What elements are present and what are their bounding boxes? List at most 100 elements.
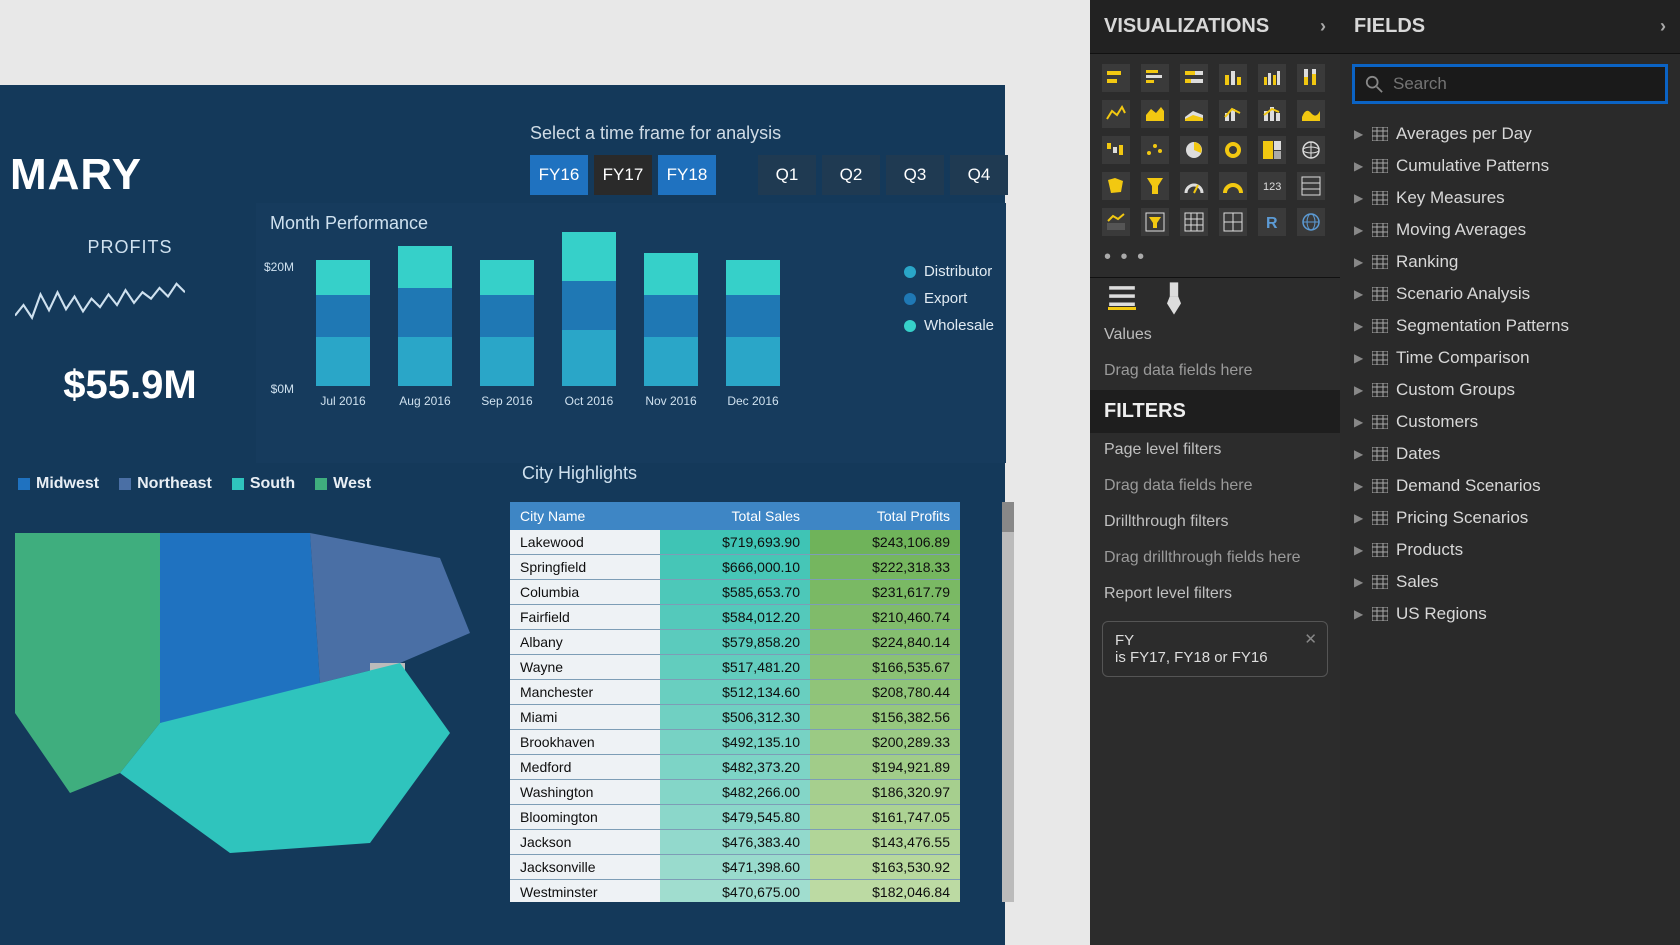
- search-input[interactable]: [1393, 74, 1655, 94]
- page-filters-dropzone[interactable]: Drag data fields here: [1090, 467, 1340, 505]
- field-table-item[interactable]: ▶Dates: [1350, 438, 1670, 470]
- viz-stacked100-bar-icon[interactable]: [1180, 64, 1208, 92]
- fy17-button[interactable]: FY17: [594, 155, 652, 195]
- field-table-item[interactable]: ▶Scenario Analysis: [1350, 278, 1670, 310]
- field-table-item[interactable]: ▶Moving Averages: [1350, 214, 1670, 246]
- fy18-button[interactable]: FY18: [658, 155, 716, 195]
- viz-clustered-column-icon[interactable]: [1258, 64, 1286, 92]
- viz-gauge-icon[interactable]: [1180, 172, 1208, 200]
- bar-column[interactable]: Aug 2016: [398, 246, 452, 408]
- table-row[interactable]: Springfield$666,000.10$222,318.33: [510, 555, 960, 580]
- more-visuals-button[interactable]: • • •: [1090, 246, 1340, 277]
- field-table-item[interactable]: ▶Ranking: [1350, 246, 1670, 278]
- field-table-item[interactable]: ▶Segmentation Patterns: [1350, 310, 1670, 342]
- field-table-item[interactable]: ▶Demand Scenarios: [1350, 470, 1670, 502]
- fields-tab[interactable]: [1108, 286, 1136, 310]
- table-row[interactable]: Medford$482,373.20$194,921.89: [510, 755, 960, 780]
- field-table-item[interactable]: ▶Key Measures: [1350, 182, 1670, 214]
- viz-pie-icon[interactable]: [1180, 136, 1208, 164]
- table-row[interactable]: Miami$506,312.30$156,382.56: [510, 705, 960, 730]
- fy16-button[interactable]: FY16: [530, 155, 588, 195]
- viz-combo-icon[interactable]: [1219, 100, 1247, 128]
- viz-treemap-icon[interactable]: [1258, 136, 1286, 164]
- table-icon: [1372, 511, 1388, 525]
- field-table-item[interactable]: ▶Pricing Scenarios: [1350, 502, 1670, 534]
- viz-map-icon[interactable]: [1297, 136, 1325, 164]
- viz-line-icon[interactable]: [1102, 100, 1130, 128]
- viz-area-icon[interactable]: [1141, 100, 1169, 128]
- table-row[interactable]: Albany$579,858.20$224,840.14: [510, 630, 960, 655]
- viz-scatter-icon[interactable]: [1141, 136, 1169, 164]
- viz-column-icon[interactable]: [1219, 64, 1247, 92]
- viz-combo-column-line-icon[interactable]: [1258, 100, 1286, 128]
- viz-multi-card-icon[interactable]: [1297, 172, 1325, 200]
- field-table-item[interactable]: ▶Cumulative Patterns: [1350, 150, 1670, 182]
- table-row[interactable]: Lakewood$719,693.90$243,106.89: [510, 530, 960, 555]
- viz-r-visual-icon[interactable]: R: [1258, 208, 1286, 236]
- q3-button[interactable]: Q3: [886, 155, 944, 195]
- table-row[interactable]: Washington$482,266.00$186,320.97: [510, 780, 960, 805]
- format-tab[interactable]: [1160, 286, 1188, 310]
- bar-column[interactable]: Oct 2016: [562, 232, 616, 408]
- field-table-item[interactable]: ▶Products: [1350, 534, 1670, 566]
- field-table-item[interactable]: ▶Averages per Day: [1350, 118, 1670, 150]
- viz-ribbon-icon[interactable]: [1297, 100, 1325, 128]
- viz-filled-map-icon[interactable]: [1102, 172, 1130, 200]
- viz-donut-icon[interactable]: [1219, 136, 1247, 164]
- field-table-item[interactable]: ▶Custom Groups: [1350, 374, 1670, 406]
- viz-card-icon[interactable]: 123: [1258, 172, 1286, 200]
- chevron-right-icon: ▶: [1354, 255, 1364, 269]
- viz-matrix-icon[interactable]: [1219, 208, 1247, 236]
- viz-waterfall-icon[interactable]: [1102, 136, 1130, 164]
- viz-arc-icon[interactable]: [1219, 172, 1247, 200]
- q1-button[interactable]: Q1: [758, 155, 816, 195]
- col-city[interactable]: City Name: [510, 502, 660, 530]
- visualizations-header[interactable]: VISUALIZATIONS ›: [1090, 0, 1340, 54]
- col-sales[interactable]: Total Sales: [660, 502, 810, 530]
- map-card[interactable]: Midwest Northeast South West: [10, 465, 490, 925]
- bar-column[interactable]: Nov 2016: [644, 253, 698, 408]
- viz-kpi-icon[interactable]: [1102, 208, 1130, 236]
- table-icon: [1372, 287, 1388, 301]
- viz-funnel-icon[interactable]: [1141, 172, 1169, 200]
- bar-column[interactable]: Dec 2016: [726, 260, 780, 408]
- viz-stacked-bar-icon[interactable]: [1102, 64, 1130, 92]
- viz-clustered-bar-icon[interactable]: [1141, 64, 1169, 92]
- fields-search[interactable]: [1352, 64, 1668, 104]
- table-row[interactable]: Jacksonville$471,398.60$163,530.92: [510, 855, 960, 880]
- table-row[interactable]: Manchester$512,134.60$208,780.44: [510, 680, 960, 705]
- viz-slicer-icon[interactable]: [1141, 208, 1169, 236]
- field-table-item[interactable]: ▶Customers: [1350, 406, 1670, 438]
- col-profits[interactable]: Total Profits: [810, 502, 960, 530]
- viz-table-icon[interactable]: [1180, 208, 1208, 236]
- q4-button[interactable]: Q4: [950, 155, 1008, 195]
- chevron-right-icon[interactable]: ›: [1320, 16, 1326, 37]
- bar-column[interactable]: Jul 2016: [316, 260, 370, 408]
- chevron-right-icon[interactable]: ›: [1660, 16, 1666, 37]
- values-dropzone[interactable]: Drag data fields here: [1090, 352, 1340, 390]
- table-row[interactable]: Brookhaven$492,135.10$200,289.33: [510, 730, 960, 755]
- table-row[interactable]: Columbia$585,653.70$231,617.79: [510, 580, 960, 605]
- bar-column[interactable]: Sep 2016: [480, 260, 534, 408]
- city-highlights-card[interactable]: City Highlights City Name Total Sales To…: [510, 455, 1000, 925]
- field-table-item[interactable]: ▶US Regions: [1350, 598, 1670, 630]
- month-performance-card[interactable]: Month Performance $20M $0M Jul 2016Aug 2…: [256, 203, 1006, 463]
- q2-button[interactable]: Q2: [822, 155, 880, 195]
- viz-globe-icon[interactable]: [1297, 208, 1325, 236]
- drillthrough-dropzone[interactable]: Drag drillthrough fields here: [1090, 539, 1340, 577]
- report-canvas[interactable]: MARY Select a time frame for analysis FY…: [0, 0, 1090, 945]
- report-filter-chip[interactable]: FY is FY17, FY18 or FY16 ✕: [1102, 621, 1328, 677]
- table-row[interactable]: Fairfield$584,012.20$210,460.74: [510, 605, 960, 630]
- table-row[interactable]: Bloomington$479,545.80$161,747.05: [510, 805, 960, 830]
- field-table-item[interactable]: ▶Sales: [1350, 566, 1670, 598]
- remove-filter-icon[interactable]: ✕: [1304, 630, 1317, 648]
- field-table-item[interactable]: ▶Time Comparison: [1350, 342, 1670, 374]
- table-row[interactable]: Westminster$470,675.00$182,046.84: [510, 880, 960, 903]
- profits-card[interactable]: PROFITS $55.9M: [15, 215, 245, 450]
- viz-stacked100-column-icon[interactable]: [1297, 64, 1325, 92]
- table-scrollbar[interactable]: [1002, 502, 1014, 902]
- viz-stacked-area-icon[interactable]: [1180, 100, 1208, 128]
- table-row[interactable]: Wayne$517,481.20$166,535.67: [510, 655, 960, 680]
- fields-header[interactable]: FIELDS ›: [1340, 0, 1680, 54]
- table-row[interactable]: Jackson$476,383.40$143,476.55: [510, 830, 960, 855]
